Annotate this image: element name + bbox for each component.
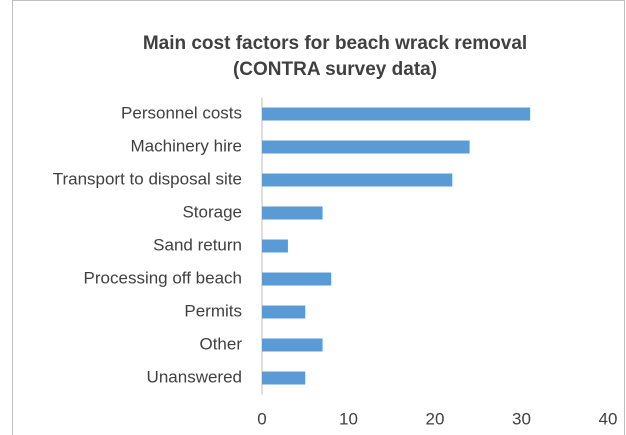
bar (262, 305, 306, 319)
y-tick-label: Machinery hire (131, 136, 243, 155)
bar (262, 206, 323, 220)
chart-subtitle: (CONTRA survey data) (233, 59, 437, 80)
chart-border (12, 0, 625, 435)
y-tick-label: Storage (182, 202, 242, 221)
bar (262, 173, 453, 187)
bar (262, 371, 306, 385)
chart-title: Main cost factors for beach wrack remova… (143, 33, 527, 54)
bar (262, 338, 323, 352)
y-tick-label: Other (199, 334, 242, 353)
bar (262, 107, 531, 121)
y-tick-label: Processing off beach (84, 268, 242, 287)
y-tick-label: Sand return (153, 235, 242, 254)
x-tick-label: 20 (426, 409, 445, 428)
x-tick-label: 10 (339, 409, 358, 428)
bar (262, 239, 288, 253)
y-tick-label: Personnel costs (121, 103, 242, 122)
bar (262, 272, 332, 286)
x-tick-label: 30 (512, 409, 531, 428)
x-tick-label: 40 (599, 409, 618, 428)
y-tick-label: Transport to disposal site (53, 169, 242, 188)
bar (262, 140, 470, 154)
y-tick-label: Unanswered (147, 367, 242, 386)
y-tick-label: Permits (184, 301, 242, 320)
x-tick-label: 0 (257, 409, 266, 428)
